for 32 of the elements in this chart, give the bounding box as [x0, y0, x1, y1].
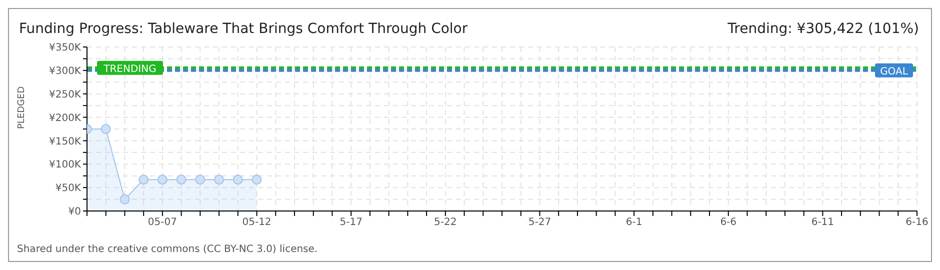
chart-subtitle: Trending: ¥305,422 (101%): [728, 21, 919, 37]
x-tick-label: 6-11: [811, 217, 834, 228]
y-tick-label: ¥0: [68, 206, 81, 218]
y-tick-label: ¥350K: [48, 42, 82, 54]
x-tick-label: 05-07: [148, 217, 177, 228]
point: [157, 174, 168, 185]
y-tick-label: ¥100K: [48, 160, 82, 171]
y-tick-label: ¥200K: [48, 112, 82, 124]
point: [176, 174, 186, 185]
point: [100, 124, 111, 134]
y-axis-title: PLEDGED: [17, 86, 28, 129]
point: [195, 174, 206, 185]
x-tick-label: 5-22: [434, 217, 457, 228]
x-tick-label: 5-17: [340, 217, 362, 228]
y-tick-label: ¥250K: [48, 89, 82, 100]
ref-line-label: GOAL: [880, 66, 908, 78]
y-tick-label: ¥300K: [48, 66, 82, 77]
x-tick-label: 6-1: [626, 217, 642, 228]
point: [252, 174, 262, 185]
point: [138, 174, 149, 185]
x-tick-label: 6-6: [720, 217, 737, 228]
y-tick-label: ¥150K: [48, 136, 82, 148]
ref-line-label: TRENDING: [102, 64, 156, 75]
y-tick-label: ¥50K: [55, 183, 82, 194]
x-tick-label: 05-12: [242, 217, 272, 228]
text: Shared under the creative commons (CC BY-NC 3.0) license.: [17, 244, 318, 255]
x-tick-label: 6-16: [906, 217, 928, 228]
point: [120, 194, 130, 204]
point: [214, 174, 224, 185]
point: [232, 174, 243, 185]
chart-title: Funding Progress: Tableware That Brings Comfort Through Color: [19, 21, 468, 37]
x-tick-label: 5-27: [528, 217, 552, 228]
